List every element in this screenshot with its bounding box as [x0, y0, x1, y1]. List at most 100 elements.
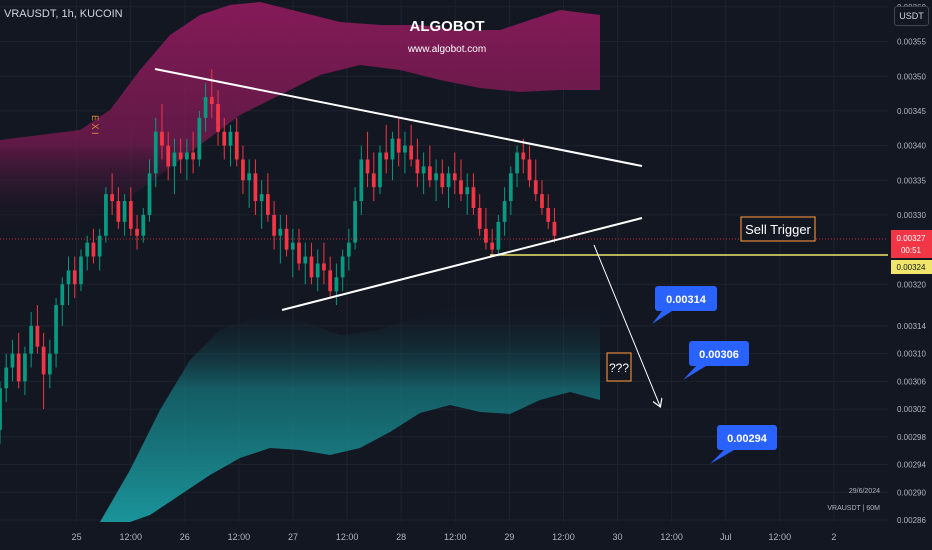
candle-body — [222, 131, 227, 146]
question-box[interactable]: ??? — [606, 352, 632, 382]
price-tick-label: 0.00302 — [897, 405, 926, 414]
time-tick-label: 12:00 — [444, 532, 467, 542]
price-tick-label: 0.00306 — [897, 377, 926, 386]
currency-button[interactable]: USDT — [894, 6, 929, 26]
time-tick-label: 28 — [396, 532, 406, 542]
upper-trendline — [154, 68, 643, 167]
candle-body — [477, 208, 482, 229]
candle-body — [10, 353, 15, 368]
time-tick-label: 27 — [288, 532, 298, 542]
target-callout-1[interactable]: 0.00314 — [652, 286, 717, 324]
candle — [60, 277, 65, 326]
candle — [247, 159, 252, 208]
candle-body — [23, 353, 27, 382]
candle — [160, 104, 164, 160]
candle — [47, 339, 52, 389]
sell-trigger-label[interactable]: Sell Trigger — [740, 216, 816, 242]
time-tick-label: 12:00 — [119, 532, 142, 542]
candle — [266, 173, 270, 222]
time-tick-label: 26 — [180, 532, 190, 542]
candle-body — [91, 242, 96, 257]
price-tick-label: 0.00298 — [897, 433, 926, 442]
time-tick-label: 12:00 — [769, 532, 792, 542]
candle — [353, 187, 357, 250]
candle-body — [284, 228, 289, 250]
candle — [322, 242, 326, 285]
target-callout-3[interactable]: 0.00294 — [710, 425, 777, 464]
candle-body — [396, 138, 401, 153]
candle — [540, 180, 544, 215]
svg-text:0.00324: 0.00324 — [897, 263, 926, 272]
candle — [546, 194, 551, 229]
candle — [203, 83, 208, 132]
candle — [172, 138, 177, 195]
candle — [35, 305, 40, 354]
candle-body — [303, 256, 308, 264]
candle-body — [434, 173, 438, 181]
candle — [446, 166, 451, 208]
candle — [484, 208, 488, 250]
candle-body — [72, 270, 77, 285]
svg-text:0.00314: 0.00314 — [666, 294, 707, 306]
candle-body — [191, 152, 195, 160]
candle — [396, 117, 401, 167]
candle-body — [234, 131, 239, 160]
watermark-name: ALGOBOT — [409, 18, 485, 35]
candle-body — [29, 325, 34, 354]
candle-body — [209, 97, 214, 104]
exit-marker: E X I — [90, 115, 100, 135]
symbol-title: VRAUSDT, 1h, KUCOIN — [4, 8, 123, 20]
candle-body — [403, 145, 407, 153]
candle — [272, 201, 276, 250]
time-tick-label: 30 — [613, 532, 623, 542]
candle-body — [104, 194, 108, 236]
candle-body — [328, 270, 333, 292]
candle — [477, 194, 482, 236]
candles — [0, 69, 557, 444]
candle — [297, 228, 301, 271]
candle — [147, 159, 152, 222]
candle — [234, 117, 239, 167]
candle — [533, 159, 538, 202]
candle — [490, 228, 495, 257]
projection-arrow — [593, 244, 660, 406]
candle — [290, 228, 295, 278]
candle-body — [409, 145, 414, 160]
candle-body — [315, 263, 320, 278]
candle-body — [421, 166, 426, 174]
candle-body — [322, 263, 326, 271]
price-axis[interactable]: 0.003600.003550.003500.003450.003400.003… — [888, 0, 932, 550]
current-price-tag: 0.00327 00:51 — [891, 230, 932, 258]
candle-body — [278, 228, 283, 236]
candle-body — [515, 152, 519, 174]
candle — [452, 152, 457, 195]
candle — [390, 131, 395, 181]
candle — [340, 249, 345, 292]
lower-band — [100, 300, 600, 522]
candle — [359, 145, 364, 215]
candle — [216, 90, 220, 146]
candle — [16, 332, 21, 389]
time-tick-label: 12:00 — [228, 532, 251, 542]
candle-body — [141, 214, 146, 236]
candle-body — [533, 180, 538, 195]
target-callout-2[interactable]: 0.00306 — [683, 341, 749, 380]
candle-body — [471, 187, 476, 208]
candle-body — [147, 173, 152, 215]
candle — [253, 159, 258, 215]
candle-body — [116, 201, 121, 222]
candle — [409, 124, 414, 167]
candle-body — [272, 214, 276, 236]
candle-body — [540, 194, 544, 208]
candle — [110, 173, 115, 215]
candle — [459, 159, 463, 202]
candle — [315, 249, 320, 292]
candle — [10, 339, 15, 382]
time-axis[interactable]: 25 12:00 26 12:00 27 12:00 28 12:00 29 12:00 30 12:… — [72, 532, 837, 542]
candle-body — [452, 173, 457, 181]
price-tick-label: 0.00335 — [897, 176, 926, 185]
candle-body — [259, 194, 264, 202]
candle — [197, 110, 202, 167]
candle-body — [297, 242, 301, 264]
